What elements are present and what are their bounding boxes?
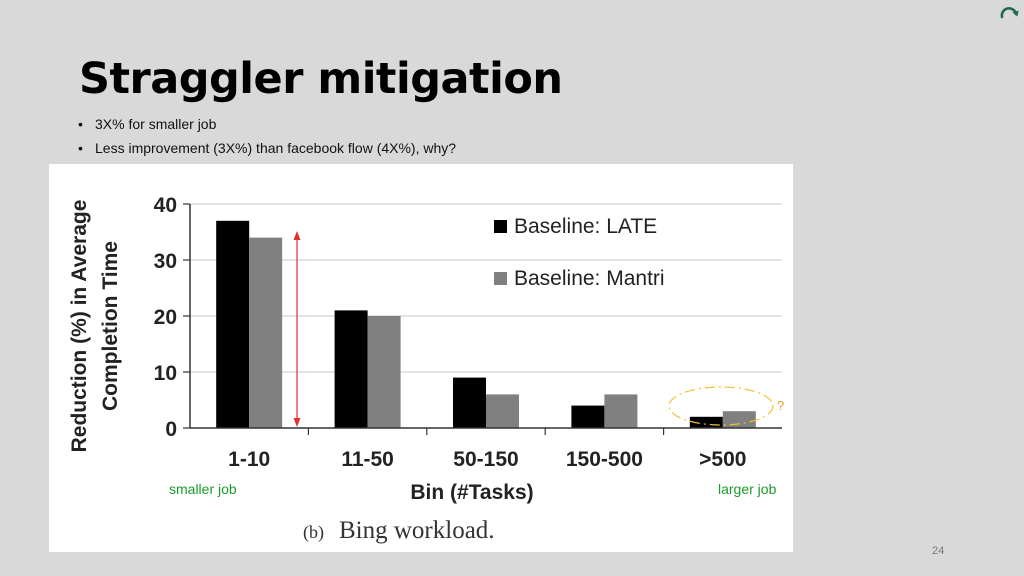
legend: Baseline: LATE Baseline: Mantri	[494, 215, 665, 290]
highlight-ellipse	[668, 386, 774, 426]
range-arrow-head-up	[293, 231, 301, 240]
question-mark: ?	[777, 398, 784, 413]
x-tick-label: 11-50	[341, 448, 394, 471]
y-axis-label-line-2: Completion Time	[99, 241, 122, 411]
curved-arrow-icon[interactable]	[998, 2, 1020, 22]
x-tick-label: 50-150	[453, 448, 518, 471]
bar-mantri-2	[486, 394, 519, 428]
bar-late-3	[571, 405, 605, 428]
bar-mantri-4	[722, 411, 756, 428]
bullet-item: 3X% for smaller job	[78, 112, 456, 136]
bullet-list: 3X% for smaller job Less improvement (3X…	[78, 112, 456, 160]
range-arrow-head-down	[293, 418, 301, 427]
x-tick-label: >500	[699, 448, 746, 471]
x-tick-label: 1-10	[228, 448, 270, 471]
smaller-job-note: smaller job	[169, 481, 237, 497]
y-tick-label: 40	[154, 194, 177, 217]
bar-chart: 0 10 20 30 40 1-10 11-50 50-150 150-500 >500 Base…	[68, 194, 784, 544]
legend-label: Baseline: LATE	[514, 215, 657, 238]
bullet-item: Less improvement (3X%) than facebook flo…	[78, 136, 456, 160]
x-axis-label: Bin (#Tasks)	[410, 481, 533, 504]
legend-label: Baseline: Mantri	[514, 267, 665, 290]
tick-labels: 0 10 20 30 40 1-10 11-50 50-150 150-500 >500	[154, 194, 747, 471]
page-number: 24	[932, 545, 945, 557]
bar-late-4	[689, 416, 723, 428]
y-tick-label: 0	[165, 418, 177, 441]
bar-late-2	[453, 377, 486, 428]
legend-swatch	[494, 272, 507, 285]
legend-swatch	[494, 220, 507, 233]
bar-mantri-1	[367, 316, 401, 428]
y-tick-label: 20	[154, 306, 177, 329]
chart-figure: 0 10 20 30 40 1-10 11-50 50-150 150-500 >500 Base…	[49, 164, 793, 552]
axes	[183, 203, 782, 435]
bar-mantri-3	[604, 394, 638, 428]
bar-late-0	[216, 220, 250, 428]
x-tick-label: 150-500	[566, 448, 643, 471]
bar-mantri-0	[249, 237, 283, 428]
slide-title: Straggler mitigation	[79, 54, 563, 104]
y-axis-label-line-1: Reduction (%) in Average	[68, 200, 91, 453]
grid-lines	[190, 203, 782, 373]
figure-caption: Bing workload.	[339, 517, 495, 544]
y-tick-label: 10	[154, 362, 177, 385]
caption-prefix: (b)	[303, 522, 324, 543]
bars	[216, 220, 756, 428]
y-tick-label: 30	[154, 250, 177, 273]
bar-late-1	[334, 310, 368, 428]
larger-job-note: larger job	[718, 481, 777, 497]
